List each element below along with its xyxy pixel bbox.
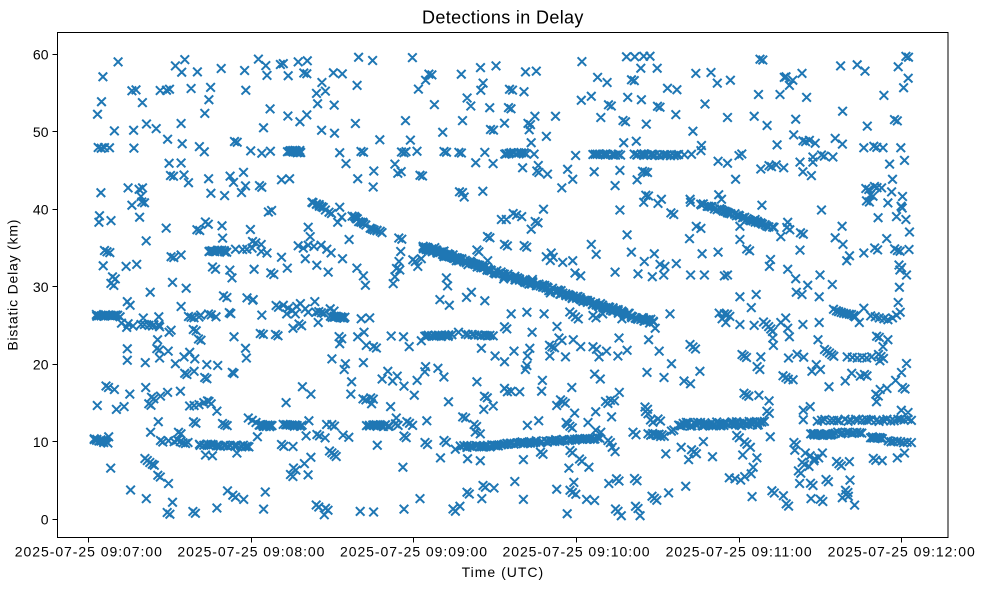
svg-text:2025-07-25 09:12:00: 2025-07-25 09:12:00: [828, 544, 976, 560]
svg-text:20: 20: [33, 356, 49, 372]
svg-text:10: 10: [33, 434, 49, 450]
svg-text:Bistatic Delay (km): Bistatic Delay (km): [5, 219, 21, 351]
svg-text:30: 30: [33, 279, 49, 295]
svg-text:2025-07-25 09:08:00: 2025-07-25 09:08:00: [177, 544, 325, 560]
svg-text:2025-07-25 09:09:00: 2025-07-25 09:09:00: [340, 544, 488, 560]
svg-text:40: 40: [33, 201, 49, 217]
svg-text:50: 50: [33, 124, 49, 140]
svg-text:2025-07-25 09:07:00: 2025-07-25 09:07:00: [15, 544, 163, 560]
svg-text:2025-07-25 09:10:00: 2025-07-25 09:10:00: [502, 544, 650, 560]
svg-text:Time (UTC): Time (UTC): [462, 564, 545, 580]
svg-text:60: 60: [33, 46, 49, 62]
svg-text:2025-07-25 09:11:00: 2025-07-25 09:11:00: [666, 544, 813, 560]
svg-text:Detections in Delay: Detections in Delay: [422, 8, 584, 28]
svg-text:0: 0: [41, 511, 49, 527]
